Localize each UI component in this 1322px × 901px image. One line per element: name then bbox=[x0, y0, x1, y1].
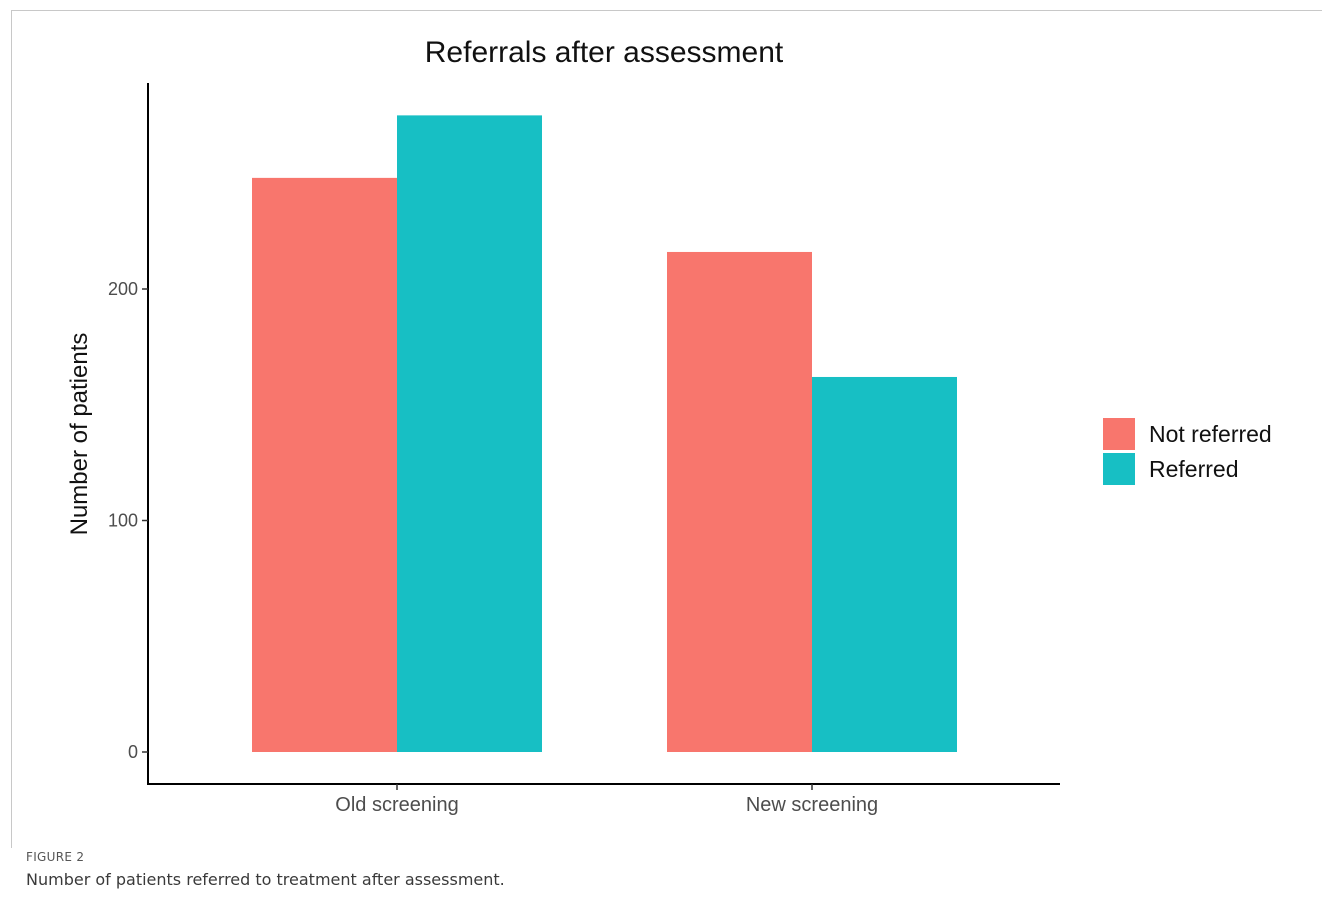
x-tick-label: Old screening bbox=[335, 794, 458, 816]
legend: Not referred Referred bbox=[1103, 418, 1272, 485]
y-axis-label: Number of patients bbox=[66, 333, 93, 536]
figure-caption-text: Number of patients referred to treatment… bbox=[26, 870, 505, 889]
legend-label: Not referred bbox=[1149, 421, 1272, 447]
x-tick-label: New screening bbox=[746, 794, 878, 816]
bar-referred-old-screening bbox=[397, 115, 542, 752]
bar-chart: Referrals after assessment Number of pat… bbox=[66, 36, 1272, 816]
chart-title: Referrals after assessment bbox=[425, 36, 784, 69]
figure-caption: FIGURE 2 Number of patients referred to … bbox=[26, 850, 505, 889]
bars-group bbox=[252, 115, 957, 752]
bar-not-referred-new-screening bbox=[667, 251, 812, 752]
legend-swatch bbox=[1103, 418, 1135, 450]
figure-frame bbox=[11, 10, 1322, 848]
y-tick-label: 200 bbox=[108, 279, 138, 299]
legend-swatch bbox=[1103, 453, 1135, 485]
bar-not-referred-old-screening bbox=[252, 177, 397, 752]
figure-label: FIGURE 2 bbox=[26, 850, 85, 864]
legend-label: Referred bbox=[1149, 456, 1238, 482]
y-tick-label: 0 bbox=[128, 742, 138, 762]
axes-group: 0 100 200 Old screening New screening bbox=[108, 83, 1060, 816]
bar-referred-new-screening bbox=[812, 376, 957, 752]
y-tick-label: 100 bbox=[108, 511, 138, 531]
